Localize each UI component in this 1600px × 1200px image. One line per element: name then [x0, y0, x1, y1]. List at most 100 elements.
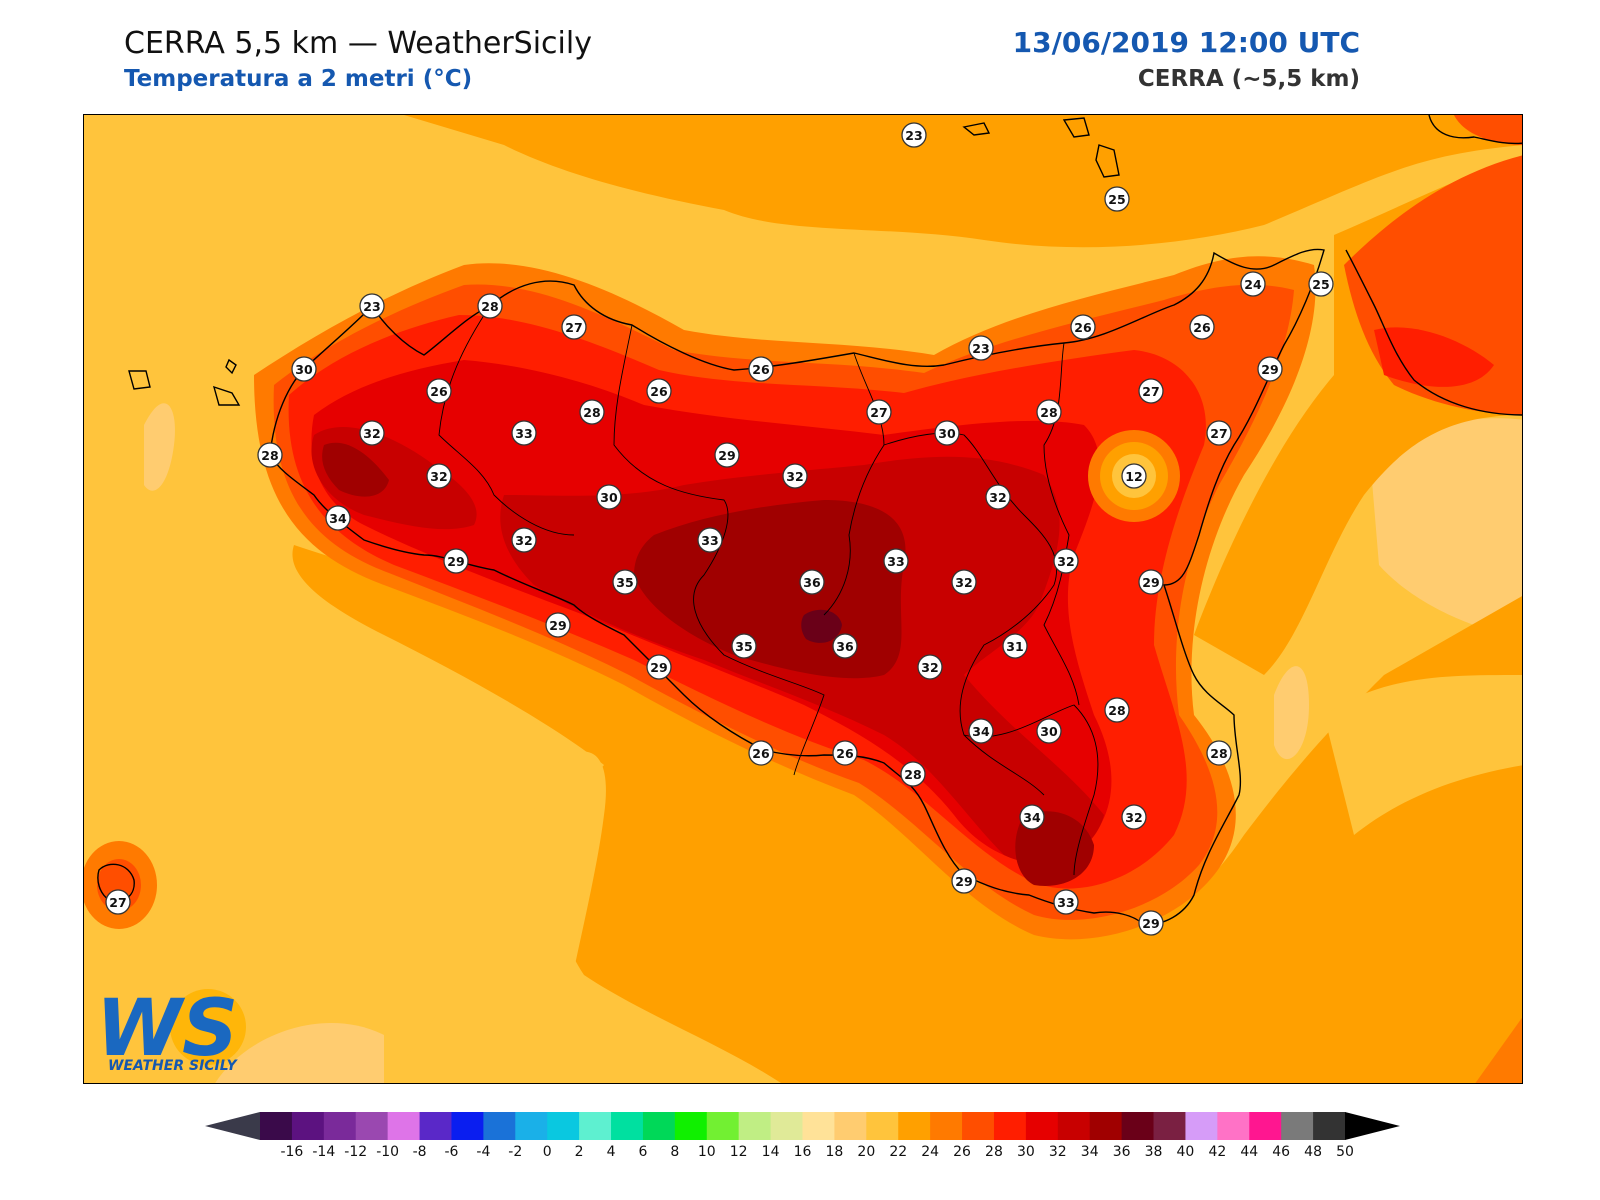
- province-border: [613, 324, 825, 776]
- colorbar-swatch: [802, 1112, 835, 1140]
- station-value: 33: [701, 533, 718, 548]
- station-value: 29: [1142, 575, 1159, 590]
- station-circle: [1121, 804, 1147, 830]
- station-marker: 29: [545, 612, 571, 638]
- station-marker: 26: [748, 356, 774, 382]
- station-marker: 28: [257, 442, 283, 468]
- colorbar-tick-label: 38: [1145, 1144, 1163, 1160]
- station-marker: 32: [426, 463, 452, 489]
- station-value: 34: [1023, 810, 1041, 825]
- station-circle: [596, 484, 622, 510]
- province-border: [823, 352, 885, 616]
- station-circle: [1002, 633, 1028, 659]
- colorbar-max-arrow: [1345, 1112, 1400, 1140]
- station-value: 32: [515, 533, 532, 548]
- colorbar-swatch: [611, 1112, 644, 1140]
- station-value: 36: [803, 575, 821, 590]
- station-marker: 32: [1053, 548, 1079, 574]
- logo-sun-icon: [170, 989, 246, 1065]
- station-marker: 29: [1138, 910, 1164, 936]
- colorbar-swatch: [898, 1112, 931, 1140]
- station-value: 32: [921, 660, 938, 675]
- station-value: 27: [565, 320, 582, 335]
- station-circle: [1138, 378, 1164, 404]
- colorbar-swatch: [355, 1112, 389, 1140]
- station-marker: 30: [1036, 718, 1062, 744]
- station-circle: [1240, 271, 1266, 297]
- colorbar-tick-label: -6: [444, 1144, 458, 1160]
- station-circle: [359, 420, 385, 446]
- station-circle: [901, 122, 927, 148]
- station-marker: 33: [1053, 889, 1079, 915]
- colorbar-min-arrow: [205, 1112, 260, 1140]
- colorbar-tick-label: 42: [1208, 1144, 1226, 1160]
- station-marker: 27: [1138, 378, 1164, 404]
- station-circle: [1053, 889, 1079, 915]
- colorbar-swatch: [706, 1112, 740, 1140]
- colorbar-tick-label: 20: [857, 1144, 875, 1160]
- station-value: 28: [904, 767, 921, 782]
- station-marker: 26: [426, 378, 452, 404]
- colorbar-tick-label: 0: [543, 1144, 552, 1160]
- station-circle: [105, 889, 131, 915]
- station-marker: 32: [1121, 804, 1147, 830]
- station-circle: [1121, 463, 1147, 489]
- sea-warm-band: [404, 115, 1522, 248]
- station-circle: [1206, 740, 1232, 766]
- colorbar-tick-label: 10: [698, 1144, 716, 1160]
- colorbar-swatch: [674, 1112, 708, 1140]
- province-border: [963, 704, 1099, 876]
- station-circle: [1206, 420, 1232, 446]
- colorbar-tick-label: -8: [413, 1144, 427, 1160]
- temp-band-38: [801, 609, 842, 643]
- colorbar-swatch: [579, 1112, 612, 1140]
- colorbar-tick-label: 22: [889, 1144, 907, 1160]
- sicily-coastline: [269, 248, 1325, 926]
- station-marker: 28: [900, 761, 926, 787]
- station-circle: [579, 399, 605, 425]
- colorbar-tick-label: 18: [825, 1144, 843, 1160]
- station-marker: 29: [646, 654, 672, 680]
- station-marker: 32: [511, 527, 537, 553]
- station-circle: [1257, 356, 1283, 382]
- colorbar-swatch: [1281, 1112, 1314, 1140]
- station-marker: 29: [951, 868, 977, 894]
- station-marker: 29: [714, 442, 740, 468]
- station-value: 26: [752, 362, 770, 377]
- station-marker: 36: [799, 569, 825, 595]
- colorbar-tick-label: 28: [985, 1144, 1003, 1160]
- station-markers: 23 25 24 25 23 28 27 26 26 23 30 26 29 26 26 27 28 27 28 32…: [105, 122, 1334, 936]
- station-circle: [985, 484, 1011, 510]
- station-value: 27: [109, 895, 126, 910]
- station-value: 28: [1040, 405, 1057, 420]
- colorbar-swatch: [1185, 1112, 1218, 1140]
- sea-cool-patch: [1324, 675, 1522, 835]
- station-marker: 33: [511, 420, 537, 446]
- station-marker: 32: [985, 484, 1011, 510]
- calabria-warm-region: [1454, 115, 1522, 145]
- station-value: 26: [650, 384, 668, 399]
- colorbar-swatch: [515, 1112, 548, 1140]
- station-value: 26: [1193, 320, 1211, 335]
- station-marker: 23: [359, 293, 385, 319]
- station-value: 26: [1074, 320, 1092, 335]
- station-circle: [511, 420, 537, 446]
- colorbar-tick-label: -4: [476, 1144, 490, 1160]
- station-marker: 30: [291, 356, 317, 382]
- station-value: 28: [1210, 746, 1227, 761]
- station-marker: 32: [359, 420, 385, 446]
- station-value: 31: [1006, 639, 1023, 654]
- station-circle: [951, 868, 977, 894]
- station-marker: 27: [1206, 420, 1232, 446]
- station-marker: 12: [1121, 463, 1147, 489]
- colorbar: -16 -14 -12 -10 -8 -6 -4 -2 0 2 4 6 8 10 12 14 16 18 20 22 2…: [205, 1108, 1400, 1168]
- colorbar-swatch: [1121, 1112, 1155, 1140]
- sea-warm-band: [1475, 1017, 1522, 1083]
- station-marker: 32: [917, 654, 943, 680]
- station-marker: 28: [477, 293, 503, 319]
- weathersicily-logo: WS: [96, 984, 248, 1075]
- station-circle: [646, 654, 672, 680]
- station-value: 27: [1142, 384, 1159, 399]
- station-circle: [799, 569, 825, 595]
- colorbar-tick-label: 6: [638, 1144, 647, 1160]
